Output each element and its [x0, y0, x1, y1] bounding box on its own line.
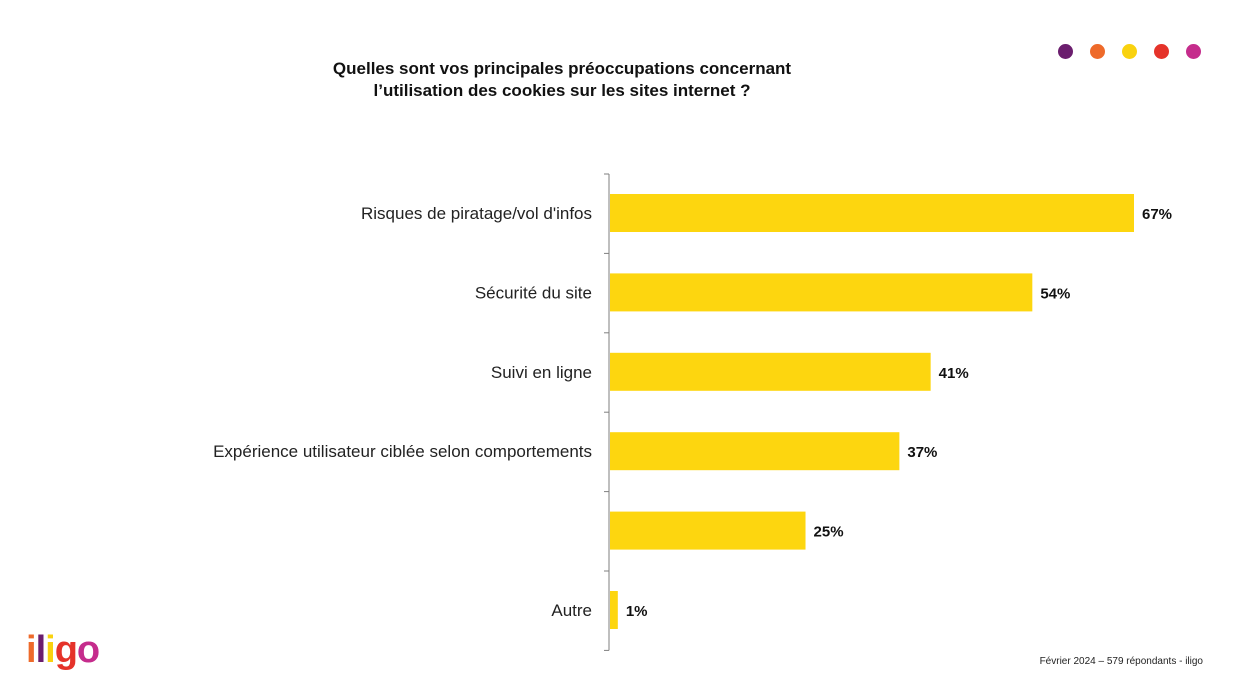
red-dot — [1154, 44, 1169, 59]
data-label: 37% — [907, 444, 937, 461]
bar — [610, 511, 806, 550]
chart-title: Quelles sont vos principales préoccupati… — [262, 58, 862, 102]
svg-text:iligo: iligo — [26, 629, 99, 671]
iligo-logo: iligo — [26, 629, 100, 671]
yellow-dot — [1122, 44, 1137, 59]
category-label: Risques de piratage/vol d'infos — [361, 204, 592, 223]
source-footnote: Février 2024 – 579 répondants - iligo — [1039, 656, 1203, 667]
data-label: 1% — [626, 603, 648, 620]
category-label: Autre — [551, 601, 592, 620]
chart-title-line-2: l’utilisation des cookies sur les sites … — [373, 81, 751, 100]
bar — [610, 273, 1033, 312]
category-label: Suivi en ligne — [491, 363, 592, 382]
bar — [610, 591, 618, 629]
category-label: Expérience utilisateur ciblée selon comp… — [213, 442, 592, 461]
data-label: 41% — [939, 365, 969, 382]
category-label: Sécurité du site — [475, 283, 592, 302]
data-label: 25% — [814, 524, 844, 541]
purple-dot — [1058, 44, 1073, 59]
bar — [610, 194, 1134, 232]
bar — [610, 352, 931, 391]
magenta-dot — [1186, 44, 1201, 59]
data-label: 67% — [1142, 206, 1172, 223]
bar — [610, 432, 900, 471]
chart-title-line-1: Quelles sont vos principales préoccupati… — [332, 59, 792, 78]
data-label: 54% — [1040, 285, 1070, 302]
orange-dot — [1090, 44, 1105, 59]
